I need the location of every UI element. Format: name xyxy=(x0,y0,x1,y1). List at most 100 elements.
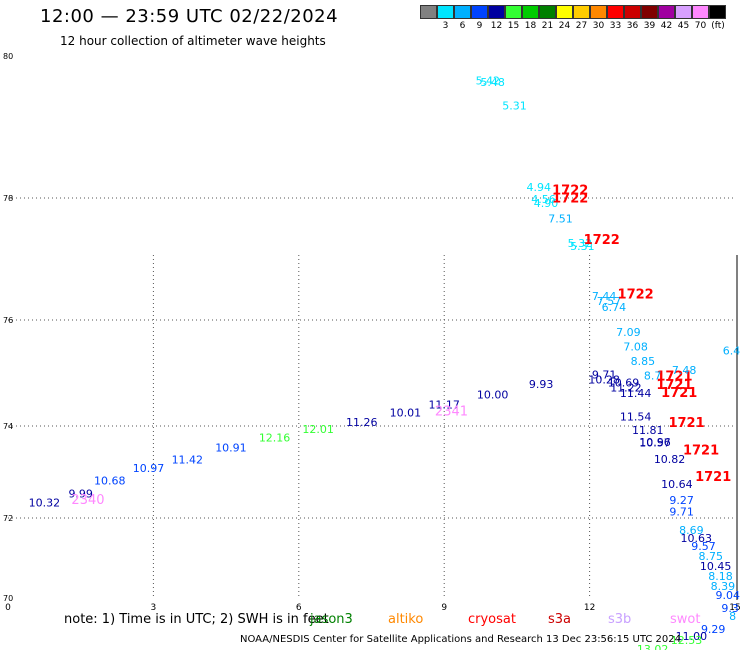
legend-tick-label: 18 xyxy=(524,21,537,31)
legend-labels: 3 6 9 12 15 18 21 24 27 30 33 36 39 42 45 70 (ft) xyxy=(420,19,726,33)
data-label-s3a: 8.18 xyxy=(708,570,733,583)
y-tick-label: 74 xyxy=(3,422,13,431)
data-label-s3a: 9.57 xyxy=(691,540,716,553)
satellite-legend-jason3: jason3 xyxy=(310,612,353,627)
legend-swatch xyxy=(505,5,522,19)
data-label-s3a: 11.54 xyxy=(620,411,652,424)
data-label-jason3: 4.56 xyxy=(531,193,556,206)
data-label-cryosat: 1721 xyxy=(661,386,697,401)
data-label-s3a: 10.63 xyxy=(680,532,712,545)
data-label-s3a: 11.22 xyxy=(610,382,642,395)
y-tick-label: 76 xyxy=(3,316,13,325)
data-label-s3a: 8.69 xyxy=(679,524,704,537)
data-label-jason3: 6.74 xyxy=(602,301,627,314)
data-label-cryosat: 1722 xyxy=(552,191,588,206)
legend-unit-label: (ft) xyxy=(711,21,725,31)
data-label-s3a: 9.93 xyxy=(529,378,554,391)
note-text: note: 1) Time is in UTC; 2) SWH is in fe… xyxy=(64,612,329,627)
x-tick-label: 0 xyxy=(5,603,11,613)
x-tick-label: 3 xyxy=(151,603,157,613)
data-label-s3a: 9.99 xyxy=(68,487,93,500)
legend-tick-label: 15 xyxy=(507,21,520,31)
data-label-s3a: 9.29 xyxy=(701,623,726,636)
legend-tick-label: 33 xyxy=(609,21,622,31)
x-tick-label: 9 xyxy=(441,603,447,613)
legend-swatch xyxy=(607,5,624,19)
legend-swatch xyxy=(641,5,658,19)
legend-swatch xyxy=(709,5,726,19)
note-row: note: 1) Time is in UTC; 2) SWH is in fe… xyxy=(0,612,740,630)
data-label-s3a: 9.71 xyxy=(669,506,694,519)
legend-swatch xyxy=(624,5,641,19)
legend-swatch xyxy=(692,5,709,19)
data-label-s3a: 10.97 xyxy=(133,462,165,475)
legend-tick-label: 3 xyxy=(442,21,449,31)
legend-swatch xyxy=(522,5,539,19)
satellite-legend-s3b: s3b xyxy=(608,612,632,627)
data-label-s3a: 11.26 xyxy=(346,416,378,429)
y-tick-label: 80 xyxy=(3,52,13,61)
data-label-jason3: 7.44 xyxy=(592,290,617,303)
legend-tick-label: 45 xyxy=(677,21,690,31)
data-label-jason3: 7.09 xyxy=(616,326,641,339)
data-label-s3a: 11.81 xyxy=(632,424,664,437)
data-label-s3a: 11.44 xyxy=(620,387,652,400)
legend-tick-label: 70 xyxy=(694,21,707,31)
legend-swatches xyxy=(420,5,726,19)
legend-swatch xyxy=(420,5,437,19)
satellite-legend-cryosat: cryosat xyxy=(468,612,516,627)
legend-tick-label: 6 xyxy=(459,21,466,31)
legend-swatch xyxy=(454,5,471,19)
footer-credit: NOAA/NESDIS Center for Satellite Applica… xyxy=(240,634,682,645)
data-label-cryosat: 1721 xyxy=(656,369,692,384)
data-label-s3a: 9.71 xyxy=(592,368,617,381)
legend-swatch xyxy=(539,5,556,19)
data-label-s3a: 11.42 xyxy=(172,454,204,467)
chart-subtitle: 12 hour collection of altimeter wave hei… xyxy=(60,34,326,48)
legend-swatch xyxy=(556,5,573,19)
chart-title: 12:00 — 23:59 UTC 02/22/2024 xyxy=(40,6,339,27)
legend-swatch xyxy=(675,5,692,19)
data-label-cryosat: 1722 xyxy=(618,288,654,303)
data-label-jason3: 5.42 xyxy=(476,74,501,87)
data-label-s3a: 10.82 xyxy=(654,453,686,466)
data-label-jason3: 4.94 xyxy=(526,181,551,194)
legend-tick-label: 39 xyxy=(643,21,656,31)
data-label-s3a: 12.01 xyxy=(302,423,334,436)
data-label-s3a: 10.32 xyxy=(29,497,61,510)
data-label-cryosat: 1721 xyxy=(656,378,692,393)
y-tick-label: 78 xyxy=(3,194,13,203)
data-label-s3a: 12.16 xyxy=(259,432,291,445)
legend-tick-label: 42 xyxy=(660,21,673,31)
legend-swatch xyxy=(590,5,607,19)
satellite-legend-altiko: altiko xyxy=(388,612,424,627)
data-label-s3a: 10.91 xyxy=(215,441,247,454)
legend-tick-label: 24 xyxy=(558,21,571,31)
legend-tick-label: 12 xyxy=(490,21,503,31)
data-label-jason3: 5.31 xyxy=(502,99,527,112)
data-label-cryosat: 1721 xyxy=(668,416,704,431)
data-label-s3a: 7.48 xyxy=(672,364,697,377)
x-tick-label: 6 xyxy=(296,603,302,613)
y-tick-label: 72 xyxy=(3,514,13,523)
data-label-s3a: 10.96 xyxy=(639,436,671,449)
data-label-s3a: 8.7 xyxy=(644,369,662,382)
data-label-s3a: 9.27 xyxy=(669,494,694,507)
data-label-s3a: 10.00 xyxy=(477,388,509,401)
data-label-s3a: 10.64 xyxy=(661,478,693,491)
data-label-s3a: 10.69 xyxy=(608,376,640,389)
legend-tick-label: 9 xyxy=(476,21,483,31)
data-label-swot: 2341 xyxy=(435,404,468,419)
data-label-s3a: 9.04 xyxy=(715,589,740,602)
legend-tick-label: 27 xyxy=(575,21,588,31)
color-legend: 3 6 9 12 15 18 21 24 27 30 33 36 39 42 45 70 (ft) xyxy=(420,5,726,33)
data-label-jason3: 5.48 xyxy=(480,76,505,89)
data-label-jason3: 5.31 xyxy=(570,240,595,253)
data-label-s3a: 10.68 xyxy=(94,474,126,487)
data-label-s3a: 6.49 xyxy=(723,344,740,357)
satellite-legend-swot: swot xyxy=(670,612,701,627)
data-label-jason3: 5.32 xyxy=(568,237,593,250)
data-label-cryosat: 1721 xyxy=(683,444,719,459)
